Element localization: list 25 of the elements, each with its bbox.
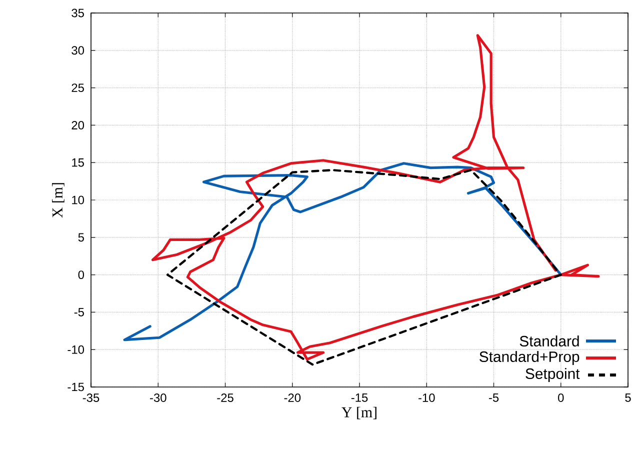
y-tick-label: -15 xyxy=(68,382,84,392)
y-axis-title: X [m] xyxy=(52,183,64,218)
x-tick-label: -20 xyxy=(284,394,301,402)
x-tick-label: -15 xyxy=(351,394,368,402)
x-axis-title: Y [m] xyxy=(342,406,376,420)
y-tick-label: 15 xyxy=(72,158,84,167)
x-tick-label: -25 xyxy=(217,394,234,402)
y-tick-label: -10 xyxy=(68,345,84,354)
x-tick-label: 0 xyxy=(558,394,564,402)
x-tick-label: -10 xyxy=(418,394,435,402)
legend-label: Setpoint xyxy=(526,368,580,382)
x-tick-label: -30 xyxy=(150,394,166,402)
y-tick-label: 25 xyxy=(72,84,84,92)
legend-label: Standard xyxy=(520,336,579,346)
y-tick-label: 30 xyxy=(72,46,84,55)
x-tick-label: -5 xyxy=(488,394,499,402)
y-tick-label: 20 xyxy=(72,120,84,130)
y-tick-label: 5 xyxy=(78,233,84,242)
y-tick-label: 10 xyxy=(72,196,84,204)
x-tick-label: 5 xyxy=(625,394,631,402)
x-tick-label: -35 xyxy=(82,394,100,402)
y-tick-label: 0 xyxy=(78,270,84,280)
y-tick-label: 35 xyxy=(72,8,84,18)
y-tick-label: -5 xyxy=(74,308,84,316)
legend-label: Standard+Prop xyxy=(480,351,580,365)
